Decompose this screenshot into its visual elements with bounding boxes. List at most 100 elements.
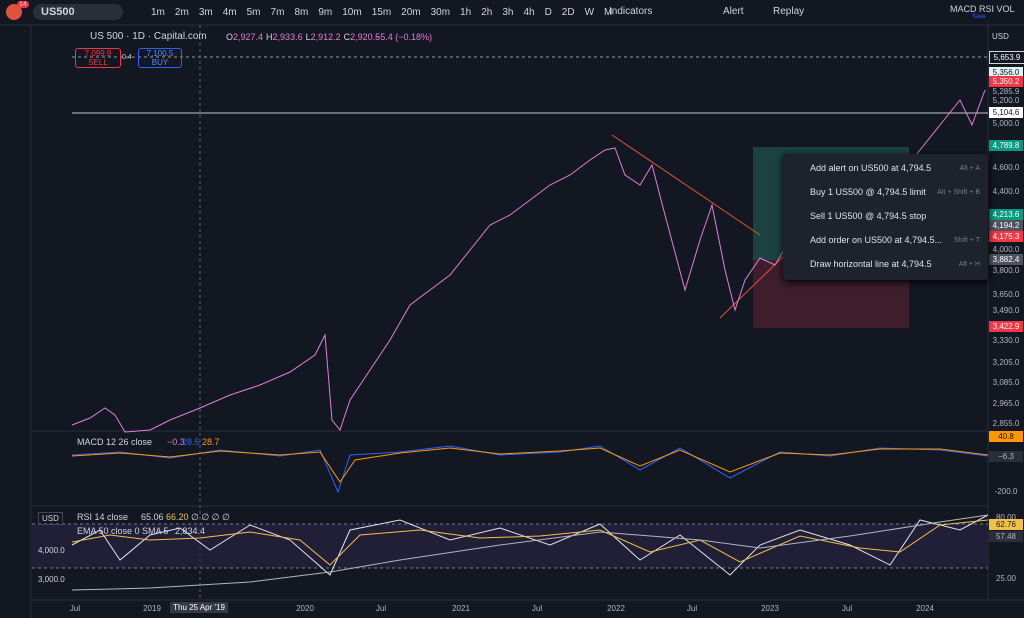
menu-shortcut: Alt + H	[958, 260, 980, 268]
replay-button[interactable]: Replay	[773, 6, 805, 17]
ohlc: O2,927.4 H2,933.6 L2,912.2 C2,920.5	[226, 32, 383, 42]
left-axis-label: 4,000.0	[38, 546, 65, 555]
ema-line	[71, 514, 989, 591]
menu-shortcut: Alt + A	[959, 164, 980, 172]
time-label: 2023	[761, 604, 779, 613]
alert-button[interactable]: Alert	[723, 6, 744, 17]
menu-item[interactable]: Draw horizontal line at 4,794.5 Alt + H	[783, 252, 988, 276]
time-label: Jul	[841, 604, 853, 613]
price-label: 3,882.4	[989, 254, 1023, 265]
trend-line	[719, 249, 791, 319]
trend-line	[611, 134, 761, 236]
indicators-button[interactable]: Indicators	[609, 6, 653, 17]
price-label: 3,330.0	[992, 336, 1020, 345]
price-label: 4,000.0	[992, 245, 1020, 254]
sell-button[interactable]: 7,099.9 SELL	[75, 48, 121, 68]
macd-axis-label: 40.8	[989, 431, 1023, 442]
layout-name[interactable]: MACD RSI VOL	[950, 4, 1015, 14]
time-label: 2022	[607, 604, 625, 613]
ohlc-value: 2,927.4	[233, 32, 264, 42]
interval-button[interactable]: D	[544, 7, 552, 18]
menu-label: Sell 1 US500 @ 4,794.5 stop	[810, 211, 927, 221]
price-label: 4,400.0	[992, 187, 1020, 196]
price-label: 4,789.8	[989, 140, 1023, 151]
interval-button[interactable]: 30m	[430, 7, 451, 18]
time-label: 2024	[916, 604, 934, 613]
macd-axis-label: −6.3	[989, 451, 1023, 462]
ohlc-letter: C	[343, 32, 351, 42]
left-axis-label: 3,000.0	[38, 575, 65, 584]
interval-button[interactable]: 8m	[294, 7, 309, 18]
time-label: 2019	[143, 604, 161, 613]
interval-button[interactable]: 2m	[174, 7, 189, 18]
interval-button[interactable]: 1m	[151, 7, 165, 18]
price-label: 5,104.6	[989, 107, 1023, 118]
time-label: 2021	[452, 604, 470, 613]
menu-item[interactable]: Sell 1 US500 @ 4,794.5 stop	[783, 204, 988, 228]
interval-button[interactable]: 4h	[523, 7, 535, 18]
price-label: 3,085.0	[992, 378, 1020, 387]
ohlc-value: 2,912.2	[310, 32, 341, 42]
interval-button[interactable]: 10m	[342, 7, 362, 18]
menu-item[interactable]: Add order on US500 at 4,794.5... Shift + …	[783, 228, 988, 252]
badge: 14	[17, 1, 29, 8]
save-label[interactable]: Save	[972, 14, 986, 20]
interval-button[interactable]: 7m	[270, 7, 285, 18]
menu-shortcut: Shift + T	[953, 236, 980, 244]
rsi-value: 66.20	[166, 512, 189, 522]
ohlc-letter: H	[266, 32, 273, 42]
interval-button[interactable]: 3h	[502, 7, 514, 18]
interval-button[interactable]: 1h	[460, 7, 472, 18]
time-label: 2020	[296, 604, 314, 613]
price-label: 2,965.0	[992, 399, 1020, 408]
rsi-label: RSI 14 close	[77, 512, 129, 522]
signal-line	[71, 447, 989, 483]
buy-label: BUY	[151, 58, 169, 67]
rsi-axis-label: 25.00	[995, 574, 1017, 583]
menu-label: Add alert on US500 at 4,794.5	[810, 163, 932, 173]
interval-button[interactable]: 5m	[246, 7, 261, 18]
price-label: 3,650.0	[992, 290, 1020, 299]
context-menu: Add alert on US500 at 4,794.5 Alt + A Buy …	[783, 154, 988, 280]
interval-button[interactable]: 20m	[401, 7, 421, 18]
price-label: 5,350.2	[989, 76, 1023, 87]
spread: 0.4	[122, 54, 132, 61]
rsi-value: ∅ ∅ ∅ ∅	[191, 512, 230, 522]
logo[interactable]	[6, 4, 22, 20]
menu-label: Draw horizontal line at 4,794.5	[810, 259, 932, 269]
interval-button[interactable]: M	[604, 7, 613, 18]
interval-button[interactable]: 9m	[318, 7, 333, 18]
rsi-currency: USD	[38, 512, 63, 525]
price-label: 4,600.0	[992, 163, 1020, 172]
menu-item[interactable]: Buy 1 US500 @ 4,794.5 limit Alt + Shift +…	[783, 180, 988, 204]
sell-price: 7,099.9	[84, 49, 112, 58]
change: −5.4 (−0.18%)	[375, 32, 433, 42]
price-label: 3,800.0	[992, 266, 1020, 275]
price-label: 5,000.0	[992, 119, 1020, 128]
interval-button[interactable]: 4m	[222, 7, 237, 18]
symbol-search[interactable]: US500	[33, 4, 123, 20]
rsi-axis-label: 57.48	[989, 531, 1023, 542]
interval-button[interactable]: 2D	[561, 7, 575, 18]
price-label: 5,356.0	[989, 67, 1023, 78]
ohlc-value: 2,920.5	[350, 32, 381, 42]
rsi-axis-label: 62.76	[989, 519, 1023, 530]
interval-bar: 1m 2m 3m 4m 5m 7m 8m 9m 10m 15m 20m 30m 1h 2h 3h 4h D 2D W…	[146, 6, 617, 18]
buy-button[interactable]: 7,100.5 BUY	[138, 48, 182, 68]
ohlc-letter: L	[305, 32, 311, 42]
rsi-value: 65.06	[141, 512, 164, 522]
macd-value: 28.5	[182, 437, 200, 447]
rsi-sma	[71, 519, 989, 566]
menu-item[interactable]: Add alert on US500 at 4,794.5 Alt + A	[783, 156, 988, 180]
ohlc-letter: O	[226, 32, 234, 42]
interval-button[interactable]: 15m	[371, 7, 392, 18]
interval-button[interactable]: 3m	[198, 7, 213, 18]
ema-value: 2,834.4	[175, 526, 206, 536]
time-label: Thu 25 Apr '19	[170, 602, 228, 613]
interval-button[interactable]: 2h	[481, 7, 493, 18]
interval-button[interactable]: W	[584, 7, 595, 18]
currency: USD	[992, 32, 1009, 41]
time-label: Jul	[375, 604, 387, 613]
macd-axis-label: -200.0	[994, 487, 1018, 496]
